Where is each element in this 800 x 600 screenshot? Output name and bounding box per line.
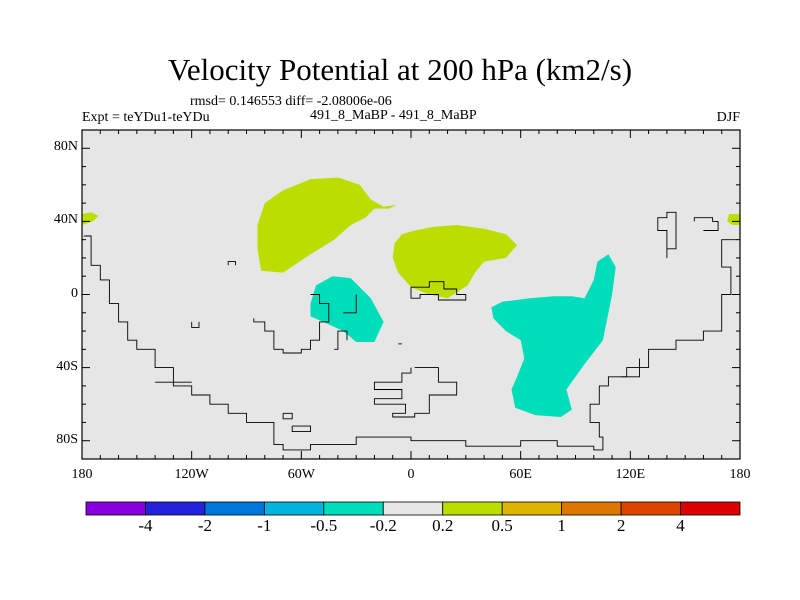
legend-swatch-9: [620, 501, 681, 516]
legend-label: -0.5: [310, 516, 338, 535]
chart-title: Velocity Potential at 200 hPa (km2/s): [167, 52, 633, 87]
coastline-segment-0: [83, 235, 737, 451]
y-tick-label: 80N: [53, 139, 78, 155]
x-tick-label: 60W: [287, 467, 315, 482]
coastline-segment-3: [191, 321, 200, 328]
stats-text: rmsd= 0.146553 diff= -2.08006e-06: [190, 94, 392, 109]
legend-swatch-4: [323, 501, 384, 516]
legend-swatch-3: [263, 501, 325, 516]
coastline-segment-4: [373, 367, 458, 418]
coastline-segment-14: [621, 358, 640, 378]
color-legend: [85, 501, 741, 516]
plot-frame: [81, 129, 741, 460]
shaded-region-5: [491, 254, 616, 417]
shaded-region-4: [310, 276, 384, 342]
legend-label: -0.2: [369, 516, 397, 535]
legend-label: -2: [197, 516, 212, 535]
coastline-segment-12: [693, 217, 719, 231]
y-tick-label: 0: [71, 285, 78, 301]
coastline-segment-5: [410, 281, 467, 301]
coastline-segment-9: [343, 294, 357, 314]
legend-swatch-2: [204, 501, 265, 516]
legend-label: -4: [138, 516, 153, 535]
experiment-label: Expt = teYDu1-teYDu: [82, 110, 210, 125]
legend-label: 1: [557, 516, 566, 535]
legend-label: 0.2: [432, 516, 454, 535]
x-tick-label: 60E: [509, 467, 532, 482]
coastline-segment-6: [282, 412, 293, 420]
legend-label: 4: [676, 516, 685, 535]
shaded-region-3: [392, 225, 517, 299]
legend-swatch-8: [561, 501, 622, 516]
x-tick-label: 120W: [174, 467, 209, 482]
comparison-label: 491_8_MaBP - 491_8_MaBP: [310, 108, 477, 123]
legend-swatch-6: [442, 501, 503, 516]
x-tick-label: 0: [407, 467, 415, 482]
legend-swatch-10: [680, 501, 741, 516]
coastline-segment-8: [334, 330, 348, 350]
coastline-segment-11: [657, 211, 677, 258]
shaded-region-2: [257, 177, 397, 273]
y-tick-label: 80S: [56, 431, 78, 447]
legend-swatch-1: [145, 501, 206, 516]
x-tick-label: 180: [71, 467, 93, 482]
legend-label: 0.5: [491, 516, 513, 535]
legend-label: -1: [257, 516, 272, 535]
coastline-segment-1: [227, 261, 236, 266]
y-tick-label: 40S: [56, 358, 78, 374]
y-tick-label: 40N: [53, 212, 78, 228]
coastline-segment-2: [253, 294, 330, 354]
x-tick-label: 180: [729, 467, 751, 482]
shaded-region-1: [727, 214, 740, 225]
season-label: DJF: [716, 110, 740, 125]
coastline-segment-7: [291, 425, 311, 433]
legend-label: 2: [616, 516, 626, 535]
legend-swatch-5: [382, 501, 444, 516]
legend-swatch-0: [85, 501, 146, 516]
x-tick-label: 120E: [615, 467, 646, 482]
legend-swatch-7: [501, 501, 563, 516]
coastline-layer: [83, 211, 737, 451]
